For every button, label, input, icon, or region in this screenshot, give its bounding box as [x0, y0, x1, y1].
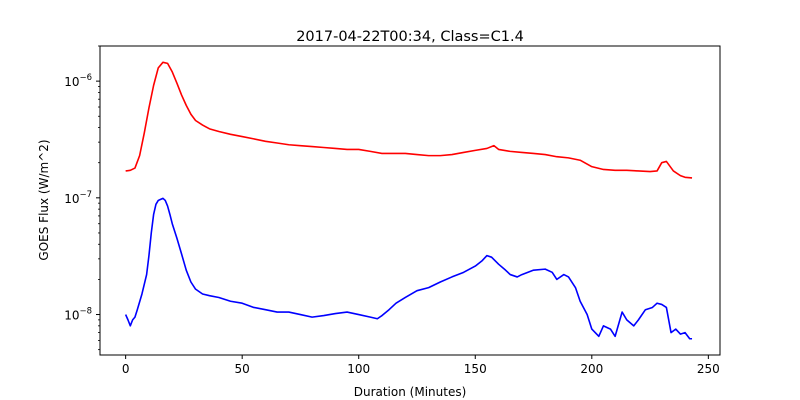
x-tick-label: 150 — [464, 362, 487, 376]
y-tick-label: 10−7 — [64, 190, 92, 206]
series-layer — [124, 61, 693, 340]
x-tick-label: 250 — [697, 362, 720, 376]
y-axis-title: GOES Flux (W/m^2) — [37, 139, 51, 260]
chart-title: 2017-04-22T00:34, Class=C1.4 — [296, 29, 524, 45]
plot-frame — [99, 45, 721, 356]
x-tick-label: 200 — [580, 362, 603, 376]
x-axis: 0 50 100 150 200 250 — [122, 355, 720, 376]
x-tick-label: 50 — [235, 362, 250, 376]
x-axis-title: Duration (Minutes) — [354, 385, 467, 399]
y-axis: 10−8 10−7 10−6 — [64, 45, 100, 351]
series-line-2 — [124, 197, 693, 340]
x-tick-label: 0 — [122, 362, 130, 376]
x-tick-label: 100 — [347, 362, 370, 376]
series-line-1 — [125, 61, 693, 179]
y-tick-label: 10−6 — [64, 73, 92, 89]
y-tick-label: 10−8 — [64, 307, 92, 323]
